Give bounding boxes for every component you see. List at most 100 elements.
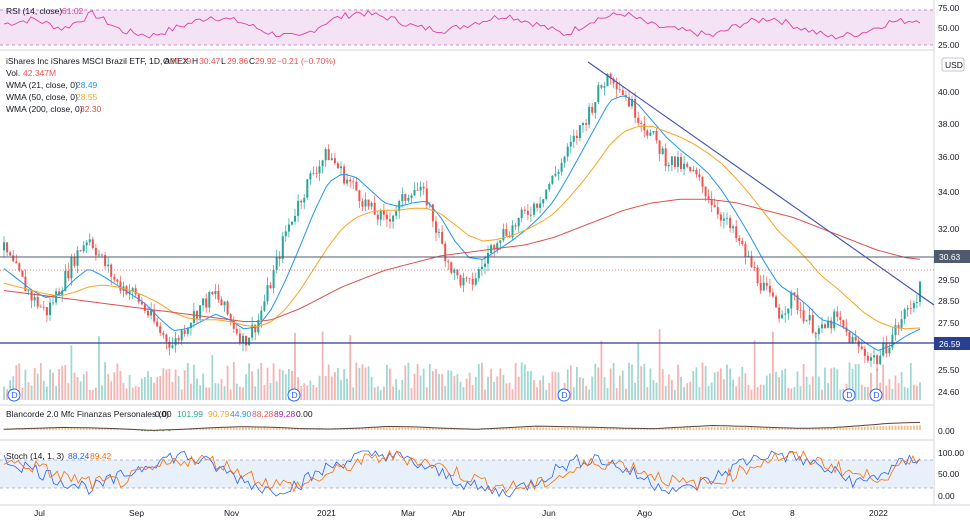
candle [670,156,673,172]
volume-bar [165,369,168,400]
volume-bar [814,333,817,400]
candle [300,199,303,209]
candle [677,151,679,173]
volume-bar [248,363,250,400]
volume-bar [422,368,425,400]
blancorde-bar [569,427,572,430]
candle [336,161,339,169]
blancorde-bar [493,428,496,430]
blancorde-bar [557,427,560,430]
blancorde-label: Blancorde 2.0 Mfc Finanzas Personales (0… [6,409,169,419]
blancorde-bar [404,427,407,430]
candle [18,261,21,272]
blancorde-bar [615,428,618,430]
volume-bar [12,376,15,400]
candle [113,273,116,283]
blancorde-bar [383,427,385,430]
candle [456,269,459,280]
candle [615,77,618,98]
blancorde-bar [386,427,388,430]
dividend-marker[interactable]: D [7,388,21,402]
candle [496,240,499,254]
volume-bar [900,372,903,400]
candle [560,158,563,176]
candle [628,91,630,108]
blancorde-bar [101,427,103,430]
support-badge [934,337,970,350]
candle [370,201,373,210]
blancorde-bar [91,427,94,430]
volume-bar [266,367,269,400]
volume-bar [324,376,327,400]
blancorde-bar [410,427,413,430]
candle [707,189,710,204]
rsi-tick-75: 75.00 [938,3,960,13]
wma200-value: 32.30 [80,104,102,114]
volume-bar [631,364,633,400]
blancorde-bar [726,427,728,430]
dividend-marker[interactable]: D [869,388,883,402]
last-price-badge-text: 30.63 [939,252,961,262]
volume-bar [67,383,70,400]
candle [866,352,869,364]
blancorde-bar [284,427,287,430]
blancorde-bar [530,427,532,430]
blancorde-bar [753,427,756,430]
blancorde-bar [683,427,685,430]
blancorde-bar [677,427,679,430]
blancorde-bar [245,427,247,430]
volume-bar [542,375,545,400]
blancorde-bar [606,427,609,430]
volume-bar [214,383,217,400]
candle [303,194,306,210]
blancorde-bar [337,428,339,430]
volume-bar [551,371,554,400]
blancorde-bar [824,427,826,430]
volume-bar [364,367,367,400]
candle [778,303,781,323]
candle [447,259,450,270]
blancorde-bar [303,428,306,430]
candle [358,189,361,209]
time-tick: Nov [224,508,240,518]
candle [909,300,912,315]
volume-bar [548,383,551,400]
candle [318,160,321,182]
blancorde-bar [453,428,456,430]
volume-bar [643,363,646,400]
dividend-marker[interactable]: D [287,388,301,402]
candle [912,300,915,313]
candle [539,196,542,214]
volume-bar [870,372,872,400]
blancorde-bar [150,429,152,430]
candle [784,306,787,323]
currency-button[interactable] [941,57,965,72]
blancorde-bar [288,428,290,430]
blancorde-bar [254,427,257,430]
trend-line[interactable] [587,61,935,306]
volume-bar [824,367,826,400]
candle [404,193,407,205]
blancorde-bar [49,428,51,430]
candle [64,264,67,292]
dividend-marker[interactable]: D [842,388,856,402]
candle [15,254,18,264]
candle [297,194,300,223]
volume-bar [150,377,152,400]
volume-bar [860,384,863,400]
price-tick: 40.00 [938,87,960,97]
blancorde-bar [814,427,817,430]
blancorde-bar [903,425,906,430]
volume-bar [530,371,532,400]
candle [79,249,82,252]
candle [45,306,48,322]
volume-bar [658,329,661,400]
dividend-marker[interactable]: D [557,388,571,402]
blancorde-bar [67,427,70,430]
volume-bar [232,362,235,400]
volume-bar [180,389,183,400]
volume-bar [689,381,692,400]
volume-bar [477,363,480,400]
